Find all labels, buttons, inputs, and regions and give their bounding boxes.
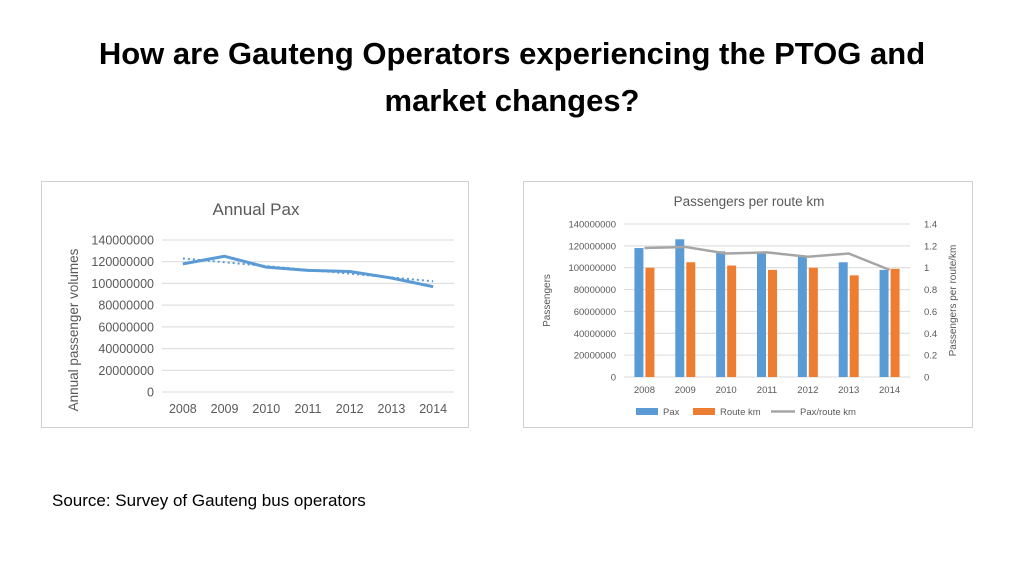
legend-label-pax: Pax [663,407,680,418]
legend-swatch-pax [636,408,658,415]
chart-title: Annual Pax [213,200,300,219]
y-tick-label: 60000000 [574,307,616,318]
source-note: Source: Survey of Gauteng bus operators [52,491,366,510]
y-tick-label: 20000000 [98,364,154,378]
bar-route-km [768,269,777,377]
y2-tick-label: 1.4 [924,220,937,231]
y-tick-label: 0 [147,386,154,400]
chart-title: Passengers per route km [674,194,825,209]
y2-tick-label: 0.8 [924,285,937,296]
y2-tick-label: 0 [924,373,929,384]
legend-label-route-km: Route km [720,407,761,418]
x-tick-label: 2008 [634,385,655,396]
y2-tick-label: 0.2 [924,351,937,362]
x-tick-label: 2012 [797,385,818,396]
bar-pax [757,253,766,377]
bar-route-km [727,265,737,377]
bar-pax [634,248,644,377]
passengers-per-route-km-chart-panel: Passengers per route km 0 20000000 40000000… [523,181,973,428]
y-tick-label: 120000000 [568,241,616,252]
y2-tick-label: 1 [924,263,929,274]
x-tick-label: 2010 [252,402,280,416]
slide-title: How are Gauteng Operators experiencing t… [98,36,926,118]
y-tick-label: 40000000 [574,329,616,340]
y-tick-label: 80000000 [98,299,154,313]
y2-axis-label: Passengers per route/km [948,245,959,357]
x-tick-label: 2009 [675,385,696,396]
bar-pax [675,239,685,377]
annual-pax-chart-panel: Annual Pax 0 20000000 40000000 60000000 80000… [41,181,469,428]
x-tick-label: 2013 [838,385,859,396]
x-tick-label: 2014 [879,385,900,396]
legend-label-pax-per-route-km: Pax/route km [800,407,856,418]
y2-tick-label: 1.2 [924,241,937,252]
series-line-pax-per-route-km [644,245,891,272]
y-tick-label: 0 [611,373,616,384]
annual-pax-chart: Annual Pax 0 20000000 40000000 60000000 80000… [66,200,454,416]
bar-route-km [686,262,696,377]
y-axis-label: Passengers [542,274,553,327]
bar-pax [797,256,807,377]
bar-pax [879,269,889,377]
y-axis-label: Annual passenger volumes [66,248,81,411]
passengers-per-route-km-chart: Passengers per route km 0 20000000 40000000… [542,194,959,418]
y-tick-label: 40000000 [98,342,154,356]
x-tick-label: 2011 [757,385,777,396]
x-tick-label: 2009 [211,402,239,416]
x-tick-label: 2008 [169,402,197,416]
bar-pax [838,262,848,377]
y-tick-label: 120000000 [91,255,154,269]
y-tick-label: 100000000 [568,263,616,274]
y-tick-label: 140000000 [91,234,154,248]
y-tick-label: 140000000 [568,220,616,231]
x-tick-label: 2012 [336,402,364,416]
y-tick-label: 60000000 [98,320,154,334]
series-line [182,254,434,289]
bar-route-km [890,268,900,377]
y2-tick-label: 0.4 [924,329,937,340]
bar-pax [716,251,726,377]
x-tick-label: 2013 [378,402,406,416]
y-tick-label: 80000000 [574,285,616,296]
y-tick-label: 100000000 [91,277,154,291]
bar-route-km [808,267,818,377]
bar-route-km [849,275,859,377]
x-tick-label: 2014 [419,402,447,416]
x-tick-label: 2011 [295,402,322,416]
y-tick-label: 20000000 [574,351,616,362]
bar-route-km [645,267,655,377]
y2-tick-label: 0.6 [924,307,937,318]
x-tick-label: 2010 [716,385,737,396]
legend-swatch-route-km [693,408,715,415]
